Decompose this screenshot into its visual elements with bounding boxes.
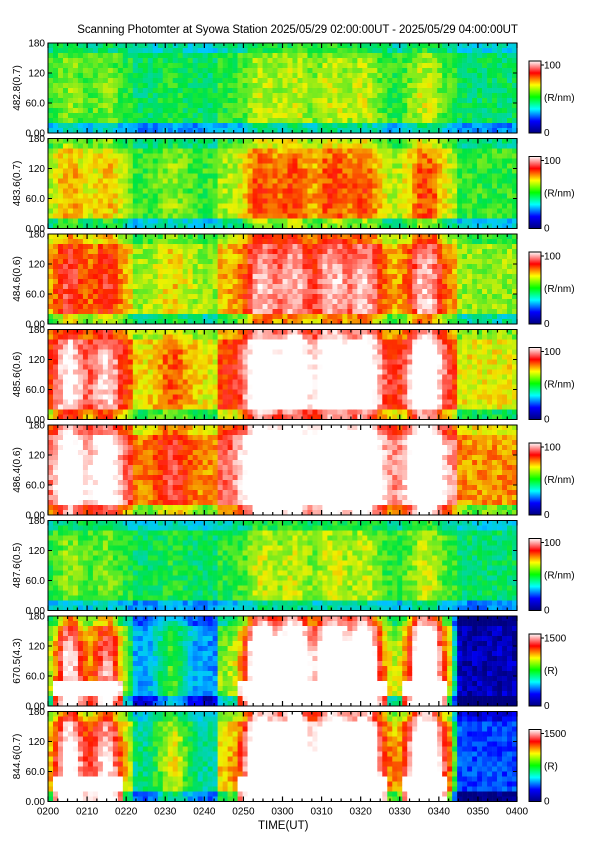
colorbar-min-label: 0 — [544, 701, 550, 712]
colorbar-max-label: 1500 — [544, 729, 567, 740]
y-tick-label: 180 — [28, 516, 45, 527]
y-tick-label: 60.0 — [26, 576, 46, 587]
x-axis-label: TIME(UT) — [258, 820, 309, 832]
panel-y-label: 844.6(0.7) — [12, 734, 23, 780]
colorbar-unit-label: (R/nm) — [544, 380, 575, 391]
colorbar-min-label: 0 — [544, 128, 550, 139]
x-tick-label: 0210 — [76, 807, 99, 818]
chart-title: Scanning Photomter at Syowa Station 2025… — [77, 24, 518, 36]
x-tick-label: 0250 — [232, 807, 255, 818]
y-tick-label: 180 — [28, 325, 45, 336]
y-tick-label: 60.0 — [26, 385, 46, 396]
colorbar-unit-label: (R/nm) — [544, 475, 575, 486]
y-tick-label: 0.00 — [26, 415, 46, 426]
colorbar-max-label: 100 — [544, 156, 561, 167]
panel-y-label: 483.6(0.7) — [12, 161, 23, 207]
keogram-panel — [48, 711, 518, 802]
y-tick-label: 180 — [28, 230, 45, 241]
y-tick-label: 120 — [28, 69, 45, 80]
y-tick-label: 60.0 — [26, 99, 46, 110]
keogram-panel — [48, 425, 518, 516]
y-tick-label: 0.00 — [26, 511, 46, 522]
colorbar-max-label: 100 — [544, 61, 561, 72]
x-tick-label: 0330 — [389, 807, 412, 818]
y-tick-label: 120 — [28, 546, 45, 557]
x-tick-label: 0300 — [271, 807, 294, 818]
keogram-panel — [48, 329, 518, 420]
y-tick-label: 120 — [28, 642, 45, 653]
keogram-panel — [48, 138, 518, 229]
colorbar-max-label: 1500 — [544, 634, 567, 645]
colorbar — [528, 156, 542, 229]
colorbar — [528, 633, 542, 707]
colorbar-unit-label: (R/nm) — [544, 571, 575, 582]
x-tick-label: 0350 — [467, 807, 490, 818]
colorbar-max-label: 100 — [544, 538, 561, 549]
y-tick-label: 0.00 — [26, 129, 46, 140]
x-tick-label: 0240 — [193, 807, 216, 818]
y-tick-label: 60.0 — [26, 481, 46, 492]
y-tick-label: 120 — [28, 451, 45, 462]
y-tick-label: 0.00 — [26, 224, 46, 235]
colorbar-unit-label: (R/nm) — [544, 93, 575, 104]
colorbar — [528, 347, 542, 420]
keogram-panel — [48, 234, 518, 325]
y-tick-label: 180 — [28, 39, 45, 50]
colorbar — [528, 442, 542, 516]
panel-y-label: 670.5(4.3) — [12, 638, 23, 684]
y-tick-label: 0.00 — [26, 606, 46, 617]
colorbar-min-label: 0 — [544, 319, 550, 330]
y-tick-label: 0.00 — [26, 797, 46, 808]
y-tick-label: 120 — [28, 737, 45, 748]
y-tick-label: 180 — [28, 421, 45, 432]
colorbar-min-label: 0 — [544, 224, 550, 235]
colorbar-max-label: 100 — [544, 252, 561, 263]
x-tick-label: 0340 — [428, 807, 451, 818]
colorbar — [528, 60, 542, 134]
colorbar-min-label: 0 — [544, 797, 550, 808]
colorbar — [528, 251, 542, 325]
colorbar-unit-label: (R/nm) — [544, 189, 575, 200]
colorbar-min-label: 0 — [544, 510, 550, 521]
x-tick-label: 0320 — [350, 807, 373, 818]
x-tick-label: 0220 — [115, 807, 138, 818]
y-tick-label: 0.00 — [26, 702, 46, 713]
colorbar-max-label: 100 — [544, 443, 561, 454]
y-tick-label: 180 — [28, 134, 45, 145]
x-tick-label: 0310 — [310, 807, 333, 818]
colorbar-max-label: 100 — [544, 347, 561, 358]
y-tick-label: 180 — [28, 707, 45, 718]
keogram-panel — [48, 616, 518, 707]
colorbar-unit-label: (R) — [544, 666, 558, 677]
y-tick-label: 0.00 — [26, 320, 46, 331]
keogram-panel — [48, 43, 518, 134]
colorbar-min-label: 0 — [544, 415, 550, 426]
y-tick-label: 60.0 — [26, 767, 46, 778]
colorbar — [528, 729, 542, 802]
colorbar — [528, 538, 542, 611]
panel-y-label: 482.8(0.7) — [12, 65, 23, 111]
panel-y-label: 484.6(0.6) — [12, 256, 23, 302]
colorbar-min-label: 0 — [544, 606, 550, 617]
colorbar-unit-label: (R) — [544, 762, 558, 773]
y-tick-label: 120 — [28, 355, 45, 366]
panel-y-label: 487.6(0.5) — [12, 543, 23, 589]
x-tick-label: 0200 — [37, 807, 60, 818]
colorbar-unit-label: (R/nm) — [544, 284, 575, 295]
x-tick-label: 0400 — [506, 807, 529, 818]
y-tick-label: 60.0 — [26, 290, 46, 301]
panel-y-label: 485.6(0.6) — [12, 352, 23, 398]
panel-y-label: 486.4(0.6) — [12, 447, 23, 493]
y-tick-label: 180 — [28, 612, 45, 623]
y-tick-label: 120 — [28, 260, 45, 271]
x-tick-label: 0230 — [154, 807, 177, 818]
y-tick-label: 60.0 — [26, 194, 46, 205]
y-tick-label: 60.0 — [26, 672, 46, 683]
keogram-panel — [48, 520, 518, 611]
y-tick-label: 120 — [28, 164, 45, 175]
